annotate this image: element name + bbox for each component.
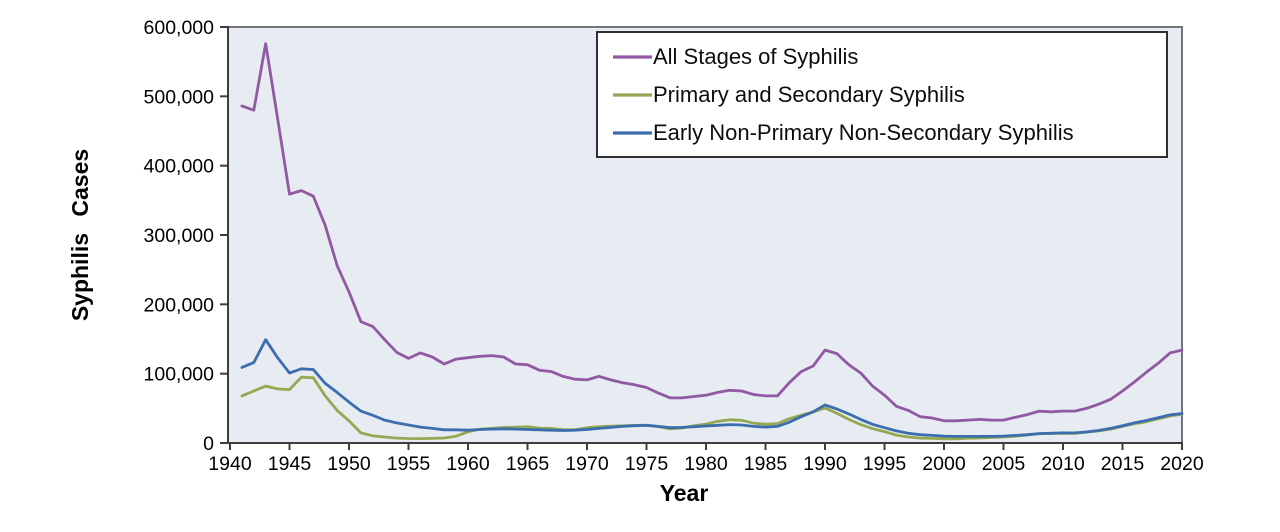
- x-tick-label: 1985: [744, 453, 788, 475]
- x-tick-label: 1995: [863, 453, 907, 475]
- x-tick-label: 1960: [446, 453, 490, 475]
- x-tick-label: 2020: [1160, 453, 1204, 475]
- y-tick-label: 400,000: [144, 156, 215, 178]
- x-tick-label: 2005: [982, 453, 1026, 475]
- x-axis-title: Year: [660, 480, 709, 506]
- series-line-0: [240, 42, 1184, 423]
- y-tick-label: 500,000: [144, 86, 215, 108]
- legend-box: [596, 31, 1168, 158]
- legend: All Stages of Syphilis Primary and Secon…: [596, 31, 1168, 158]
- legend-label-primary-secondary: Primary and Secondary Syphilis: [653, 82, 965, 107]
- series-line-2: [240, 338, 1184, 438]
- x-tick-label: 1945: [268, 453, 312, 475]
- legend-label-all-stages: All Stages of Syphilis: [653, 44, 858, 69]
- x-tick-label: 1940: [208, 453, 252, 475]
- x-tick-label: 1955: [387, 453, 431, 475]
- legend-label-early-npns: Early Non-Primary Non-Secondary Syphilis: [653, 120, 1074, 145]
- y-axis-title: Syphilis Cases: [67, 149, 93, 321]
- y-tick-label: 0: [203, 433, 214, 455]
- series-lines: [240, 42, 1184, 441]
- y-axis-ticks: 0 100,000 200,000 300,000 400,000 500,000 600,…: [144, 17, 228, 455]
- x-tick-label: 2010: [1041, 453, 1085, 475]
- x-axis-ticks: 1940 1945 1950 1955 1960 1965 1970 1975 1980 1985…: [208, 443, 1204, 475]
- x-tick-label: 1950: [327, 453, 371, 475]
- y-tick-label: 100,000: [144, 364, 215, 386]
- y-tick-label: 200,000: [144, 294, 215, 316]
- x-tick-label: 1990: [803, 453, 847, 475]
- x-tick-label: 1970: [565, 453, 609, 475]
- y-tick-label: 300,000: [144, 225, 215, 247]
- x-tick-label: 1965: [506, 453, 550, 475]
- x-tick-label: 1980: [684, 453, 728, 475]
- x-tick-label: 1975: [625, 453, 669, 475]
- x-tick-label: 2000: [922, 453, 966, 475]
- y-tick-label: 600,000: [144, 17, 215, 39]
- x-tick-label: 2015: [1101, 453, 1145, 475]
